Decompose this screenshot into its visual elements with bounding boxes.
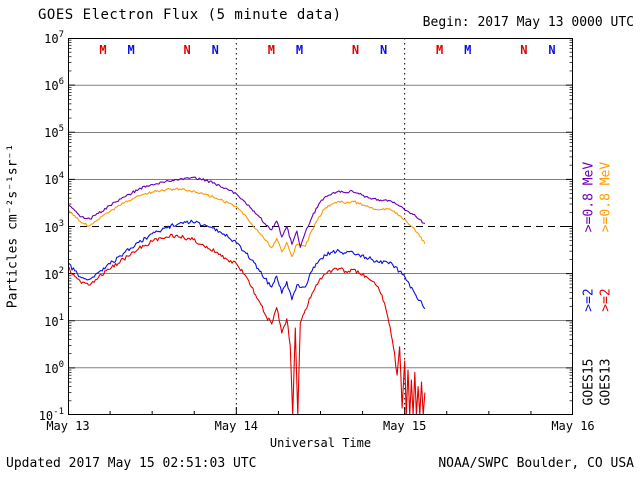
y-axis-tick-label: 104 (44, 171, 64, 188)
local-noon-marker: N (351, 43, 360, 57)
y-axis-tick-label: 100 (44, 359, 64, 376)
local-midnight-marker: M (464, 43, 472, 57)
y-axis-tick-label: 102 (44, 265, 64, 282)
plot-area (68, 38, 573, 415)
legend-satellite-label: GOES15 (581, 358, 597, 406)
local-midnight-marker: M (99, 43, 107, 57)
local-noon-marker: N (548, 43, 556, 57)
y-axis-tick-label: 101 (44, 312, 64, 329)
source-credit: NOAA/SWPC Boulder, CO USA (438, 456, 634, 471)
x-axis-tick-label: May 16 (551, 419, 595, 433)
updated-timestamp: Updated 2017 May 15 02:51:03 UTC (6, 456, 257, 471)
begin-timestamp: Begin: 2017 May 13 0000 UTC (422, 15, 634, 30)
y-axis-tick-label: 107 (44, 30, 64, 46)
y-axis-tick-label: 103 (44, 218, 64, 235)
local-noon-marker: N (380, 43, 388, 57)
local-midnight-marker: M (267, 43, 275, 57)
local-noon-marker: N (183, 43, 191, 57)
x-axis-tick-label: May 15 (382, 419, 427, 433)
chart-title: GOES Electron Flux (5 minute data) (38, 7, 342, 23)
y-axis-label: Particles cm⁻²s⁻¹sr⁻¹ (5, 143, 21, 309)
x-axis-tick-label: May 14 (214, 419, 258, 433)
y-axis-tick-label: 106 (44, 77, 64, 94)
local-midnight-marker: M (295, 43, 304, 57)
local-midnight-marker: M (436, 43, 444, 57)
y-axis-tick-label: 105 (44, 124, 64, 141)
local-noon-marker: N (520, 43, 528, 57)
x-axis-title: Universal Time (269, 436, 372, 450)
legend-energy-label: >=0.8 MeV (598, 161, 614, 233)
y-axis-tick-label: 10-1 (38, 407, 64, 423)
flux-plot-canvas (68, 38, 573, 415)
legend-energy-label: >=0.8 MeV (581, 161, 597, 233)
legend-satellite-label: GOES13 (598, 358, 614, 406)
local-noon-marker: N (211, 43, 219, 57)
legend-energy-label: >=2 (581, 288, 597, 312)
x-axis-tick-label: May 13 (46, 419, 90, 433)
local-midnight-marker: M (127, 43, 135, 57)
legend-energy-label: >=2 (598, 288, 614, 312)
